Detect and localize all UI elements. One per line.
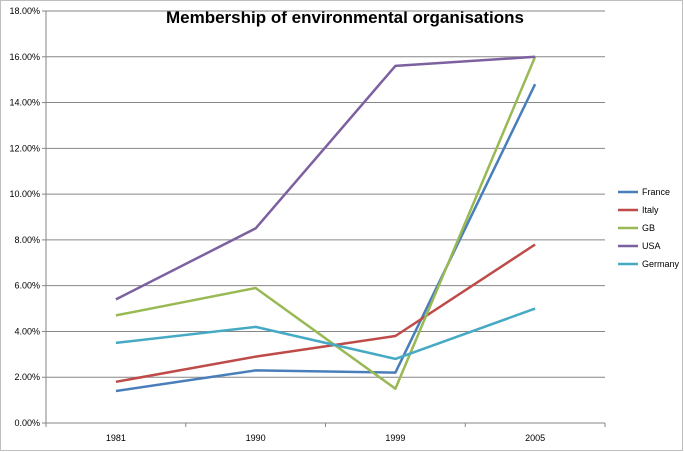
x-tick-label: 1981	[106, 433, 126, 443]
y-tick-label: 0.00%	[14, 418, 40, 428]
y-tick-label: 4.00%	[14, 326, 40, 336]
axes	[42, 10, 606, 427]
legend-label-germany: Germany	[642, 259, 680, 269]
series-line-germany	[115, 307, 536, 361]
series-line-france	[115, 83, 537, 393]
legend-label-gb: GB	[642, 223, 655, 233]
legend: France Italy GB USA Germany	[618, 187, 680, 269]
x-tick-labels: 1981 1990 1999 2005	[106, 433, 545, 443]
series-line-italy	[115, 243, 536, 384]
x-tick-label: 1999	[385, 433, 405, 443]
legend-label-italy: Italy	[642, 205, 659, 215]
y-tick-label: 12.00%	[9, 143, 40, 153]
y-tick-label: 16.00%	[9, 52, 40, 62]
y-tick-label: 8.00%	[14, 235, 40, 245]
y-tick-labels: 0.00% 2.00% 4.00% 6.00% 8.00% 10.00% 12.00% 14.…	[9, 6, 40, 428]
series-line-usa	[115, 55, 536, 301]
series-lines	[115, 55, 537, 393]
series-line-gb	[115, 56, 537, 390]
legend-label-france: France	[642, 187, 670, 197]
legend-label-usa: USA	[642, 241, 661, 251]
y-tick-label: 2.00%	[14, 372, 40, 382]
x-tick-label: 1990	[246, 433, 266, 443]
y-tick-label: 18.00%	[9, 6, 40, 16]
y-tick-label: 10.00%	[9, 189, 40, 199]
y-tick-label: 14.00%	[9, 98, 40, 108]
x-tick-label: 2005	[525, 433, 545, 443]
chart-title: Membership of environmental organisation…	[165, 8, 524, 27]
y-tick-label: 6.00%	[14, 281, 40, 291]
grid-lines	[46, 10, 605, 378]
